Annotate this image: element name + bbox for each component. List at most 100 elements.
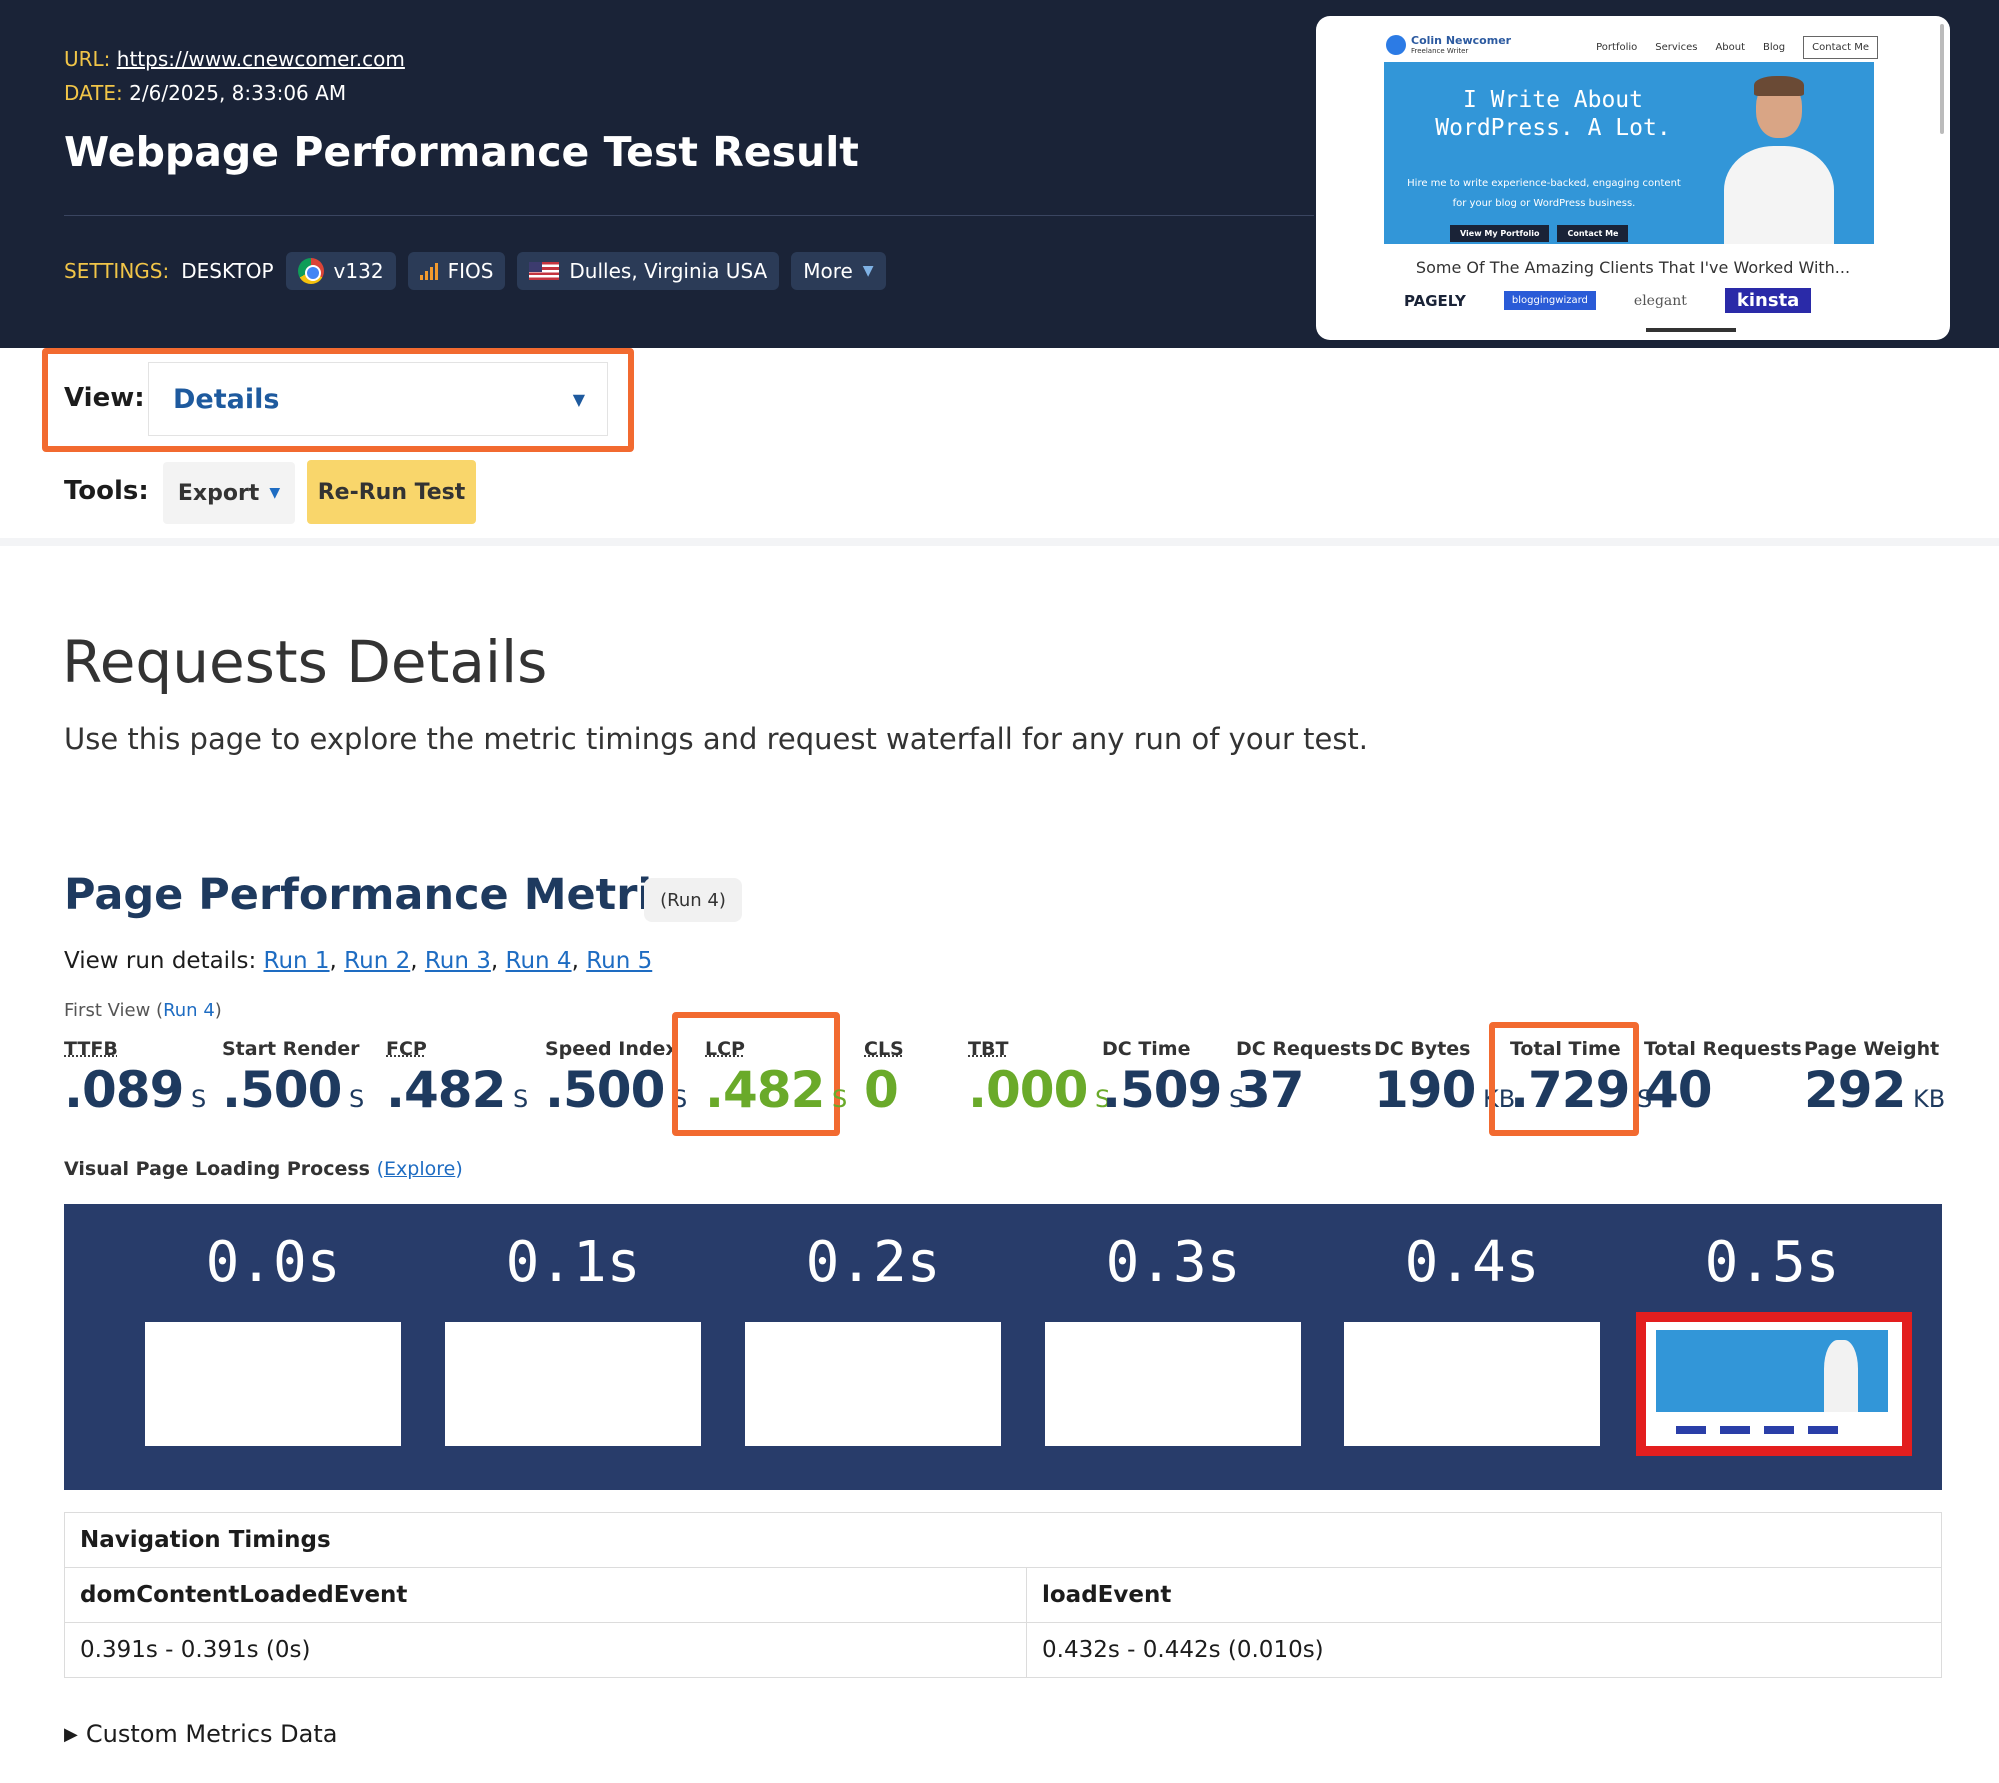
visual-loading-text: Visual Page Loading Process bbox=[64, 1158, 370, 1180]
filmstrip: 0.0s 0.1s 0.2s 0.3s 0.4s 0.5s bbox=[64, 1204, 1942, 1490]
metric-value: .482 bbox=[386, 1061, 506, 1119]
metric-label: DC Time bbox=[1102, 1038, 1191, 1060]
metric-lcp: LCP .482 S bbox=[705, 1038, 847, 1125]
frame-thumbnail bbox=[1344, 1322, 1600, 1446]
test-date: 2/6/2025, 8:33:06 AM bbox=[129, 81, 347, 105]
metric-label: TTFB bbox=[64, 1038, 118, 1060]
results-header: URL: https://www.cnewcomer.com DATE: 2/6… bbox=[0, 0, 1999, 348]
run-4-link[interactable]: Run 4 bbox=[505, 948, 572, 974]
connection-type: FIOS bbox=[447, 259, 494, 283]
explore-link[interactable]: Explore bbox=[384, 1158, 456, 1180]
site-nav-item: Blog bbox=[1763, 42, 1786, 53]
metric-value: .500 bbox=[222, 1061, 342, 1119]
total-time-highlight-box bbox=[1489, 1022, 1639, 1136]
run-links: View run details: Run 1, Run 2, Run 3, R… bbox=[64, 948, 653, 974]
metric-value: .089 bbox=[64, 1061, 184, 1119]
first-view-run-link[interactable]: Run 4 bbox=[163, 1000, 215, 1021]
view-select[interactable]: Details ▼ bbox=[148, 362, 608, 436]
run-5-link[interactable]: Run 5 bbox=[586, 948, 653, 974]
frame-thumbnail bbox=[1045, 1322, 1301, 1446]
custom-metrics-toggle[interactable]: ▶ Custom Metrics Data bbox=[64, 1720, 337, 1748]
caret-down-icon: ▼ bbox=[862, 263, 874, 279]
site-nav-item: About bbox=[1715, 42, 1746, 53]
connection-chip: FIOS bbox=[407, 252, 506, 290]
metric-label: FCP bbox=[386, 1038, 427, 1060]
site-clients-heading: Some Of The Amazing Clients That I've Wo… bbox=[1415, 258, 1851, 277]
more-settings-button[interactable]: More ▼ bbox=[791, 252, 886, 290]
page-title: Webpage Performance Test Result bbox=[64, 128, 859, 176]
metric-unit: S bbox=[349, 1085, 365, 1113]
tested-url-link[interactable]: https://www.cnewcomer.com bbox=[116, 47, 405, 71]
site-nav-cta: Contact Me bbox=[1803, 36, 1878, 59]
client-logo: bloggingwizard bbox=[1503, 291, 1596, 310]
metric-fcp: FCP .482 S bbox=[386, 1038, 528, 1125]
export-button[interactable]: Export ▼ bbox=[163, 462, 295, 524]
chrome-icon bbox=[297, 258, 324, 284]
frame-time: 0.0s bbox=[205, 1230, 341, 1295]
more-label: More bbox=[803, 259, 853, 283]
site-subtext: Hire me to write experience-backed, enga… bbox=[1407, 178, 1681, 209]
metric-page-weight: Page Weight 292 KB bbox=[1804, 1038, 1945, 1125]
view-label: View: bbox=[64, 383, 145, 413]
run-1-link[interactable]: Run 1 bbox=[263, 948, 330, 974]
view-selected-value: Details bbox=[173, 383, 280, 415]
metric-label: DC Bytes bbox=[1374, 1038, 1471, 1060]
run-links-label: View run details: bbox=[64, 948, 257, 974]
column-header: loadEvent bbox=[1026, 1567, 1942, 1623]
metric-speed-index: Speed Index .500 S bbox=[545, 1038, 687, 1125]
metric-unit: S bbox=[513, 1085, 529, 1113]
metric-dc-bytes: DC Bytes 190 KB bbox=[1374, 1038, 1515, 1125]
site-hero-buttons: View My Portfolio Contact Me bbox=[1450, 225, 1629, 242]
test-meta: URL: https://www.cnewcomer.com DATE: 2/6… bbox=[64, 42, 405, 110]
location-chip: Dulles, Virginia USA bbox=[517, 252, 780, 290]
metric-value: .729 bbox=[1510, 1061, 1630, 1119]
tools-label: Tools: bbox=[64, 476, 149, 506]
rerun-test-button[interactable]: Re-Run Test bbox=[307, 460, 476, 524]
custom-metrics-label: Custom Metrics Data bbox=[85, 1720, 338, 1748]
visual-loading-label: Visual Page Loading Process (Explore) bbox=[64, 1158, 463, 1180]
table-cell: 0.391s - 0.391s (0s) bbox=[64, 1622, 1027, 1678]
site-nav-item: Portfolio bbox=[1596, 42, 1638, 53]
client-logo: PAGELY bbox=[1404, 291, 1466, 310]
client-logo: elegant bbox=[1633, 292, 1687, 309]
page-screenshot-thumbnail[interactable]: Colin Newcomer Freelance Writer Portfolio… bbox=[1316, 16, 1950, 340]
requests-details-description: Use this page to explore the metric timi… bbox=[64, 722, 1369, 756]
caret-down-icon: ▼ bbox=[269, 485, 281, 501]
requests-details-title: Requests Details bbox=[62, 628, 548, 696]
site-nav: Portfolio Services About Blog Contact Me bbox=[1596, 36, 1878, 59]
metric-label: CLS bbox=[864, 1038, 904, 1060]
site-logo: Colin Newcomer Freelance Writer bbox=[1386, 34, 1511, 55]
metric-unit: S bbox=[191, 1085, 207, 1113]
client-logos: PAGELY bloggingwizard elegant kinsta bbox=[1404, 288, 1812, 313]
site-hero: I Write About WordPress. A Lot. Hire me … bbox=[1384, 62, 1874, 244]
metric-value: .509 bbox=[1102, 1061, 1222, 1119]
section-divider bbox=[0, 538, 1999, 546]
metric-tbt: TBT .000 S bbox=[968, 1038, 1110, 1125]
frame-thumbnail bbox=[745, 1322, 1001, 1446]
table-cell: 0.432s - 0.442s (0.010s) bbox=[1026, 1622, 1942, 1678]
settings-label: SETTINGS: bbox=[64, 259, 170, 283]
date-label: DATE: bbox=[64, 81, 123, 105]
run-2-link[interactable]: Run 2 bbox=[344, 948, 411, 974]
client-logo: kinsta bbox=[1724, 288, 1812, 313]
metric-cls: CLS 0 bbox=[864, 1038, 904, 1116]
metric-label: Total Time bbox=[1510, 1038, 1621, 1060]
logo-mark-icon bbox=[1386, 34, 1406, 55]
metric-label: LCP bbox=[705, 1038, 745, 1060]
site-portfolio-button: View My Portfolio bbox=[1450, 225, 1550, 242]
site-nav-item: Services bbox=[1655, 42, 1698, 53]
metric-label: Speed Index bbox=[545, 1038, 678, 1060]
metric-label: TBT bbox=[968, 1038, 1009, 1060]
metric-unit: KB bbox=[1913, 1085, 1946, 1113]
run-3-link[interactable]: Run 3 bbox=[424, 948, 491, 974]
site-headline: I Write About WordPress. A Lot. bbox=[1435, 87, 1671, 141]
metric-value: .500 bbox=[545, 1061, 665, 1119]
column-header: domContentLoadedEvent bbox=[64, 1567, 1027, 1623]
metric-unit: S bbox=[1229, 1085, 1245, 1113]
logo-sub: Freelance Writer bbox=[1411, 47, 1469, 55]
metric-value: 37 bbox=[1236, 1061, 1305, 1119]
first-view-text: First View bbox=[64, 1000, 151, 1021]
frame-thumbnail bbox=[145, 1322, 401, 1446]
caret-down-icon: ▼ bbox=[572, 389, 585, 409]
portrait-photo bbox=[1724, 76, 1834, 244]
